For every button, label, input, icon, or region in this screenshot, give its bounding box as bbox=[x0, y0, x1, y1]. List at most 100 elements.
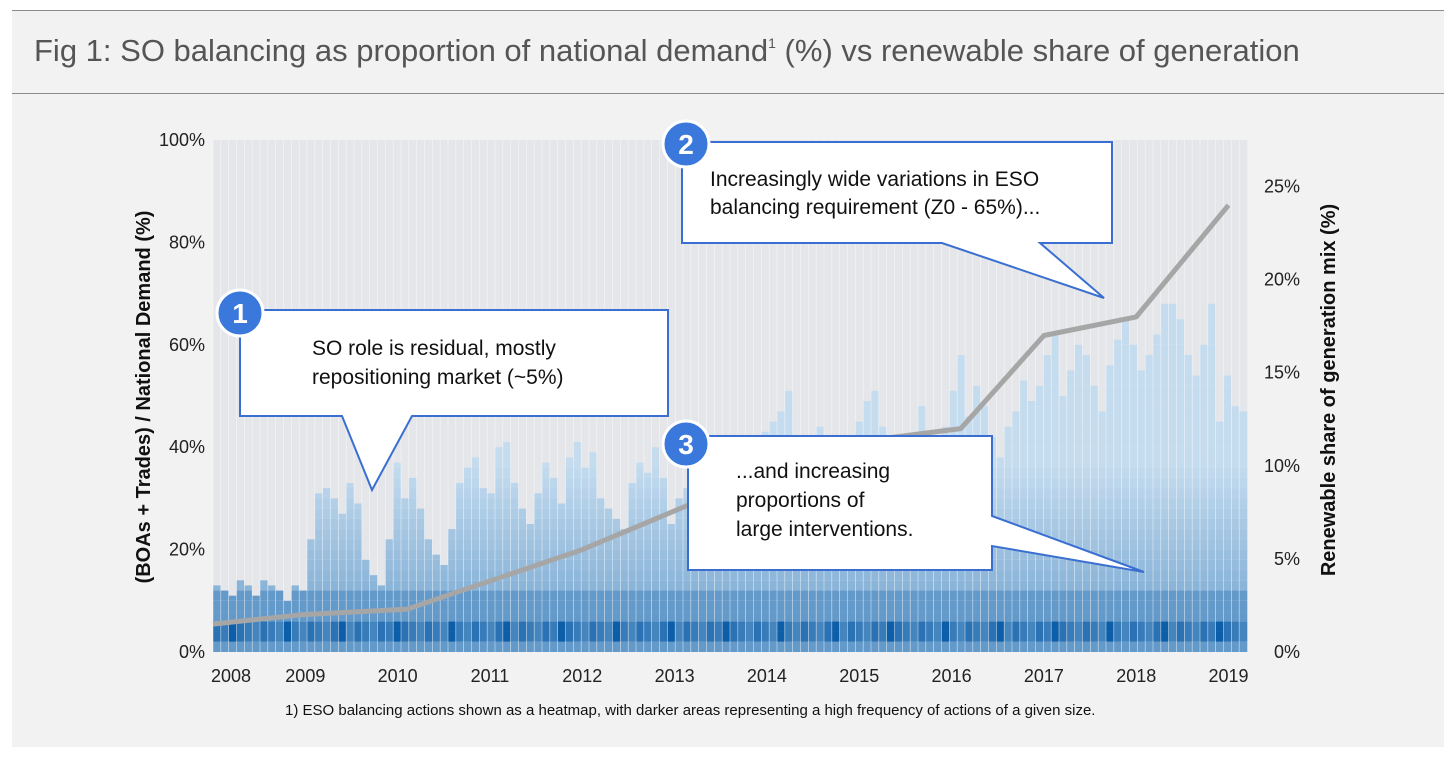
heatmap-cell bbox=[440, 580, 449, 591]
heatmap-cell bbox=[463, 518, 472, 530]
heatmap-cell bbox=[385, 621, 394, 632]
heatmap-cell bbox=[1137, 447, 1146, 458]
heatmap-cell bbox=[534, 498, 543, 509]
heatmap-cell bbox=[448, 600, 457, 612]
heatmap-cell bbox=[1137, 385, 1146, 396]
heatmap-cell bbox=[1160, 426, 1169, 437]
heatmap-cell bbox=[1106, 590, 1115, 601]
heatmap-cell bbox=[596, 580, 605, 591]
heatmap-cell bbox=[1176, 549, 1185, 560]
heatmap-cell bbox=[628, 621, 637, 632]
heatmap-cell bbox=[1027, 447, 1036, 458]
heatmap-cell bbox=[463, 498, 472, 509]
heatmap-cell bbox=[1059, 570, 1068, 581]
heatmap-cell bbox=[455, 631, 464, 642]
heatmap-cell bbox=[651, 621, 660, 632]
heatmap-cell bbox=[534, 580, 543, 591]
heatmap-cell bbox=[1215, 457, 1224, 468]
heatmap-cell bbox=[910, 621, 919, 632]
heatmap-cell bbox=[1121, 396, 1130, 407]
heatmap-cell bbox=[596, 631, 605, 642]
heatmap-cell bbox=[455, 529, 464, 540]
heatmap-cell bbox=[988, 621, 997, 632]
heatmap-cell bbox=[393, 529, 402, 540]
heatmap-cell bbox=[1215, 631, 1224, 642]
heatmap-cell bbox=[1145, 426, 1154, 437]
heatmap-cell bbox=[1207, 570, 1216, 581]
heatmap-cell bbox=[510, 488, 519, 499]
heatmap-cell bbox=[510, 498, 519, 509]
heatmap-cell bbox=[698, 641, 707, 652]
heatmap-cell bbox=[1035, 406, 1044, 417]
heatmap-cell bbox=[1215, 590, 1224, 601]
heatmap-cell bbox=[260, 631, 269, 642]
x-tick-label: 2015 bbox=[839, 666, 879, 686]
heatmap-cell bbox=[1129, 590, 1138, 601]
heatmap-cell bbox=[346, 518, 355, 530]
heatmap-cell bbox=[1176, 590, 1185, 601]
heatmap-cell bbox=[1129, 539, 1138, 550]
heatmap-cell bbox=[252, 641, 261, 652]
heatmap-cell bbox=[244, 611, 253, 622]
heatmap-cell bbox=[1176, 447, 1185, 458]
heatmap-cell bbox=[1043, 385, 1052, 396]
heatmap-cell bbox=[565, 488, 574, 499]
heatmap-cell bbox=[424, 600, 433, 612]
heatmap-cell bbox=[706, 600, 715, 612]
heatmap-cell bbox=[213, 585, 222, 591]
heatmap-cell bbox=[401, 621, 410, 632]
heatmap-cell bbox=[589, 477, 598, 489]
heatmap-cell bbox=[1200, 529, 1209, 540]
heatmap-cell bbox=[863, 426, 872, 437]
heatmap-cell bbox=[1160, 334, 1169, 345]
heatmap-cell bbox=[1121, 344, 1130, 356]
heatmap-cell bbox=[502, 457, 511, 468]
heatmap-cell bbox=[213, 641, 222, 652]
heatmap-cell bbox=[1223, 508, 1232, 519]
heatmap-cell bbox=[377, 641, 386, 652]
heatmap-cell bbox=[534, 621, 543, 632]
heatmap-cell bbox=[1168, 447, 1177, 458]
heatmap-cell bbox=[1106, 406, 1115, 417]
heatmap-cell bbox=[1051, 488, 1060, 499]
heatmap-cell bbox=[1043, 508, 1052, 519]
heatmap-cell bbox=[1027, 488, 1036, 499]
heatmap-cell bbox=[1231, 447, 1240, 458]
heatmap-cell bbox=[346, 559, 355, 571]
heatmap-cell bbox=[1160, 631, 1169, 642]
heatmap-cell bbox=[847, 570, 856, 581]
heatmap-cell bbox=[361, 580, 370, 591]
heatmap-cell bbox=[510, 580, 519, 591]
heatmap-cell bbox=[878, 590, 887, 601]
heatmap-cell bbox=[573, 570, 582, 581]
heatmap-cell bbox=[510, 539, 519, 550]
heatmap-cell bbox=[659, 631, 668, 642]
heatmap-cell bbox=[1035, 570, 1044, 581]
heatmap-cell bbox=[1223, 426, 1232, 437]
heatmap-cell bbox=[1200, 426, 1209, 437]
heatmap-cell bbox=[800, 621, 809, 632]
heatmap-cell bbox=[1184, 621, 1193, 632]
heatmap-cell bbox=[1176, 498, 1185, 509]
heatmap-cell bbox=[636, 549, 645, 560]
heatmap-cell bbox=[1184, 559, 1193, 571]
heatmap-cell bbox=[314, 518, 323, 530]
heatmap-cell bbox=[1043, 375, 1052, 386]
heatmap-cell bbox=[753, 621, 762, 632]
heatmap-cell bbox=[1192, 631, 1201, 642]
heatmap-cell bbox=[1090, 518, 1099, 530]
heatmap-cell bbox=[354, 641, 363, 652]
heatmap-cell bbox=[1012, 641, 1021, 652]
heatmap-cell bbox=[878, 621, 887, 632]
heatmap-cell bbox=[722, 600, 731, 612]
callout-1: SO role is residual, mostly repositionin… bbox=[215, 288, 669, 493]
heatmap-cell bbox=[1129, 375, 1138, 386]
heatmap-cell bbox=[886, 631, 895, 642]
heatmap-cell bbox=[612, 539, 621, 550]
heatmap-cell bbox=[1121, 611, 1130, 622]
heatmap-cell bbox=[314, 529, 323, 540]
heatmap-cell bbox=[1106, 529, 1115, 540]
heatmap-cell bbox=[581, 488, 590, 499]
heatmap-cell bbox=[698, 621, 707, 632]
heatmap-cell bbox=[291, 600, 300, 612]
